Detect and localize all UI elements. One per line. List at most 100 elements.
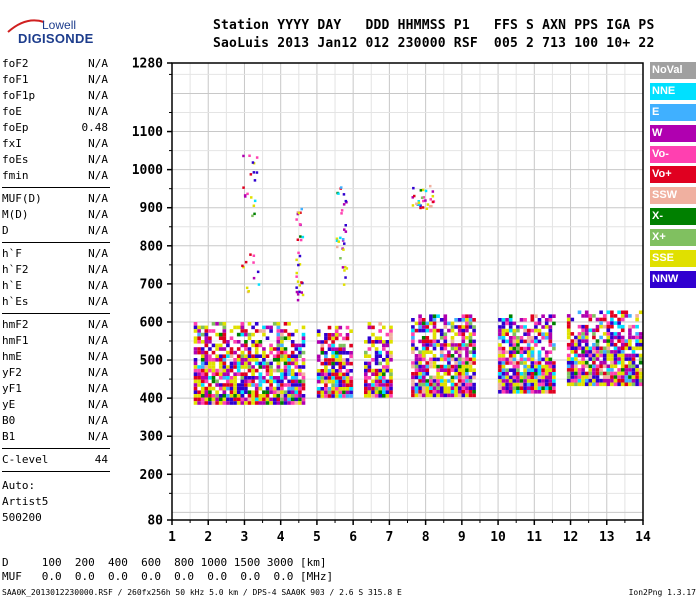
echo-point xyxy=(287,386,291,391)
echo-point xyxy=(364,368,368,373)
echo-point xyxy=(222,394,227,398)
echo-point xyxy=(581,314,585,318)
echo-point xyxy=(429,184,432,188)
echo-point xyxy=(244,361,248,366)
echo-point xyxy=(610,360,614,365)
echo-point xyxy=(465,382,469,387)
echo-point xyxy=(218,372,223,376)
echo-point xyxy=(501,357,506,362)
echo-point xyxy=(602,324,607,329)
echo-point xyxy=(581,335,585,340)
echo-point xyxy=(457,382,462,387)
echo-point xyxy=(429,318,433,322)
echo-point xyxy=(411,375,415,380)
echo-point xyxy=(236,368,241,373)
echo-point xyxy=(242,265,245,269)
echo-point xyxy=(382,340,386,344)
echo-point xyxy=(613,342,618,347)
echo-point xyxy=(501,361,506,365)
echo-point xyxy=(193,383,198,387)
echo-point xyxy=(374,386,379,391)
echo-point xyxy=(530,375,535,380)
echo-point xyxy=(200,361,205,366)
echo-point xyxy=(610,335,614,340)
echo-point xyxy=(610,332,614,336)
echo-point xyxy=(269,329,273,333)
echo-point xyxy=(606,382,611,387)
echo-point xyxy=(602,353,607,358)
echo-point xyxy=(624,314,629,318)
echo-point xyxy=(592,375,596,379)
echo-point xyxy=(208,347,212,351)
param-name: h`F2 xyxy=(2,263,29,276)
echo-point xyxy=(425,339,430,344)
echo-point xyxy=(294,390,299,394)
echo-point xyxy=(447,390,451,394)
echo-point xyxy=(324,376,328,380)
echo-point xyxy=(200,386,205,391)
param-value: N/A xyxy=(88,137,108,150)
echo-point xyxy=(530,368,535,372)
echo-point xyxy=(588,378,593,383)
echo-point xyxy=(218,343,223,348)
echo-point xyxy=(211,365,216,369)
echo-point xyxy=(421,375,426,380)
echo-point xyxy=(371,386,375,391)
echo-point xyxy=(414,372,419,376)
echo-point xyxy=(211,343,216,348)
echo-point xyxy=(548,343,553,347)
echo-point xyxy=(498,382,502,387)
echo-point xyxy=(251,372,255,376)
echo-point xyxy=(429,364,433,369)
echo-point xyxy=(628,339,632,343)
echo-point xyxy=(280,340,284,344)
echo-point xyxy=(472,393,476,398)
echo-point xyxy=(371,368,375,373)
echo-point xyxy=(272,376,277,380)
echo-point xyxy=(570,375,575,379)
echo-point xyxy=(297,263,300,267)
echo-point xyxy=(258,376,263,380)
echo-point xyxy=(537,350,542,354)
echo-point xyxy=(468,339,473,344)
echo-point xyxy=(602,375,607,379)
echo-point xyxy=(617,382,621,387)
echo-point xyxy=(512,339,517,344)
echo-point xyxy=(530,318,535,322)
echo-point xyxy=(211,358,216,362)
echo-point xyxy=(421,339,426,344)
echo-point xyxy=(233,379,237,384)
echo-point xyxy=(252,261,255,264)
echo-point xyxy=(378,390,382,394)
echo-point xyxy=(465,364,469,369)
echo-point xyxy=(431,195,435,198)
echo-point xyxy=(436,390,440,394)
echo-point xyxy=(283,336,288,340)
echo-point xyxy=(552,343,556,347)
echo-point xyxy=(606,346,611,351)
echo-point xyxy=(269,350,273,355)
echo-point xyxy=(530,346,535,351)
echo-point xyxy=(367,325,372,330)
echo-point xyxy=(382,325,386,330)
echo-point xyxy=(211,386,216,391)
echo-point xyxy=(461,336,466,340)
echo-point xyxy=(461,343,466,347)
echo-point xyxy=(566,360,571,365)
echo-point xyxy=(432,364,437,369)
echo-point xyxy=(534,361,538,365)
echo-point xyxy=(436,386,440,390)
echo-point xyxy=(222,386,227,391)
param-name: foF1p xyxy=(2,89,36,102)
echo-point xyxy=(592,342,596,347)
echo-point xyxy=(222,390,227,394)
echo-point xyxy=(296,293,300,296)
echo-point xyxy=(541,336,545,340)
echo-point xyxy=(236,347,241,351)
echo-point xyxy=(301,397,306,402)
echo-point xyxy=(599,335,603,340)
echo-point xyxy=(411,346,415,351)
echo-point xyxy=(301,394,306,398)
echo-point xyxy=(421,382,426,387)
echo-point xyxy=(581,368,585,372)
